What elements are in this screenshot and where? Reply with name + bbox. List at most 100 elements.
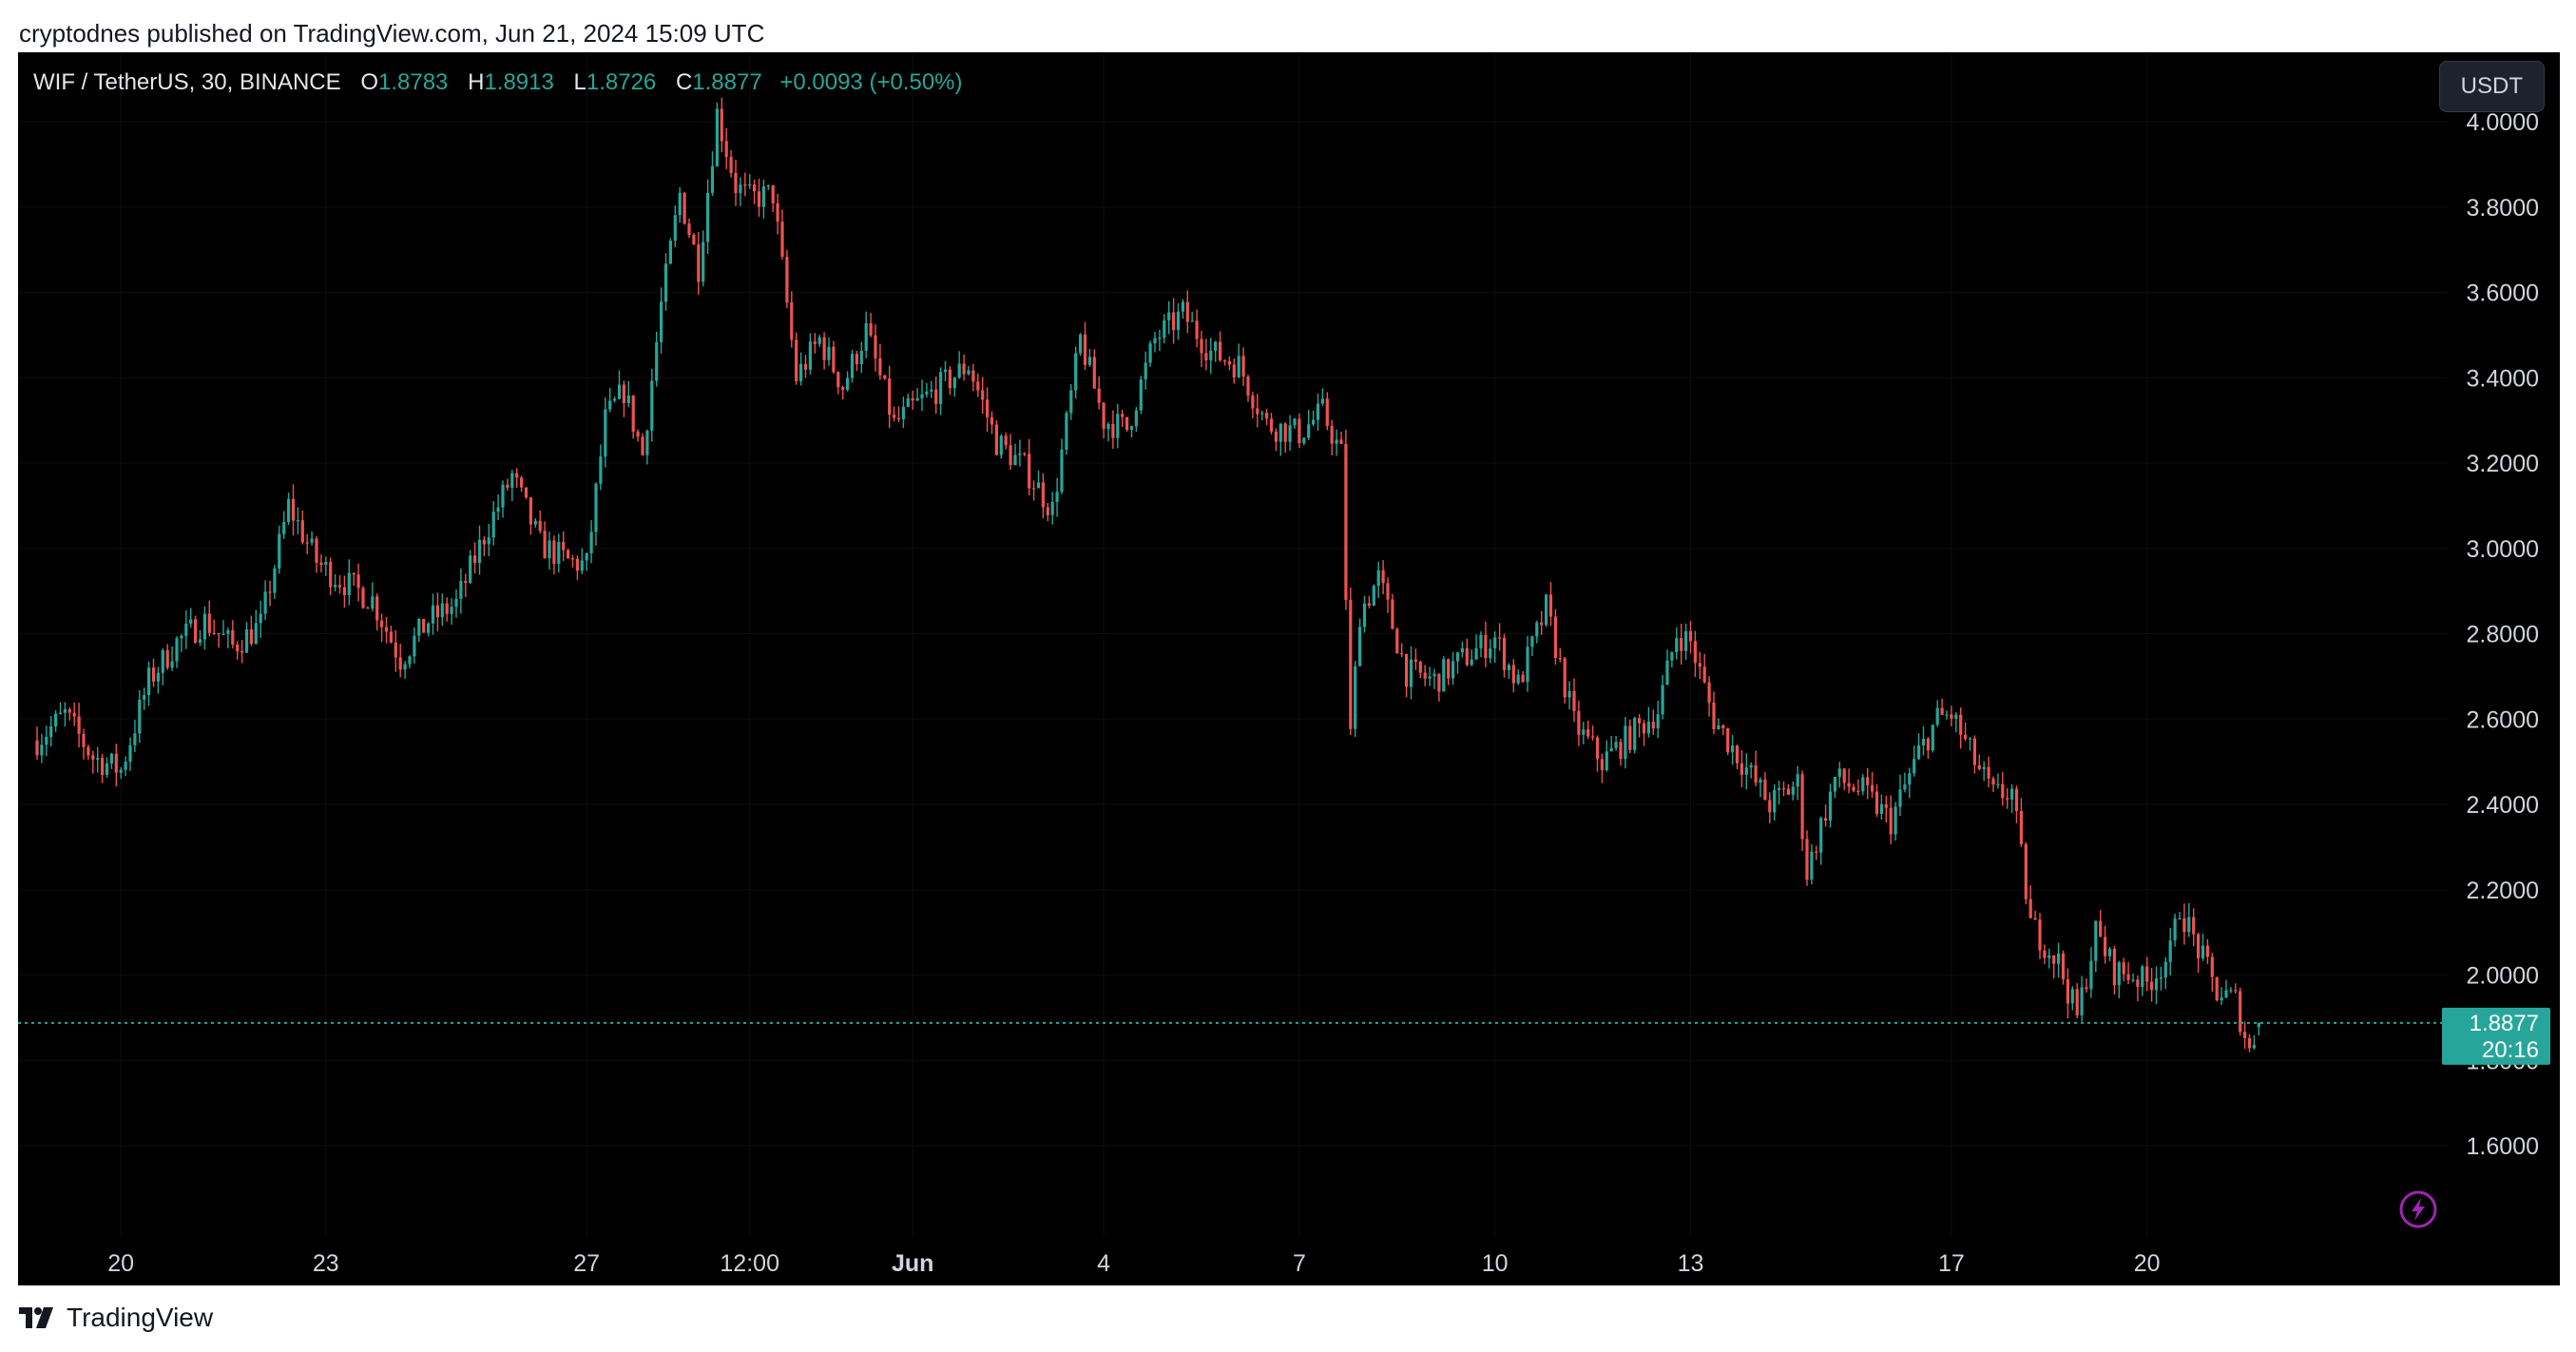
candle-body bbox=[315, 538, 318, 563]
candle bbox=[305, 533, 309, 554]
candle-body bbox=[2047, 955, 2051, 958]
candle bbox=[1455, 651, 1460, 674]
candle-body bbox=[1055, 492, 1059, 502]
candle-body bbox=[1251, 396, 1255, 409]
candle bbox=[1595, 735, 1600, 772]
candle bbox=[1609, 736, 1613, 752]
candle-body bbox=[184, 623, 188, 636]
candle-body bbox=[133, 733, 137, 745]
price-tick-label: 3.4000 bbox=[2467, 365, 2539, 392]
candle-body bbox=[1810, 851, 1814, 880]
candle bbox=[287, 493, 291, 526]
candle bbox=[1069, 383, 1073, 420]
candle-body bbox=[1526, 647, 1529, 683]
candle bbox=[403, 661, 407, 679]
candle-body bbox=[548, 540, 551, 559]
symbol-legend[interactable]: WIF / TetherUS, 30, BINANCE O1.8783 H1.8… bbox=[33, 69, 963, 96]
candle-body bbox=[1437, 673, 1441, 692]
candle bbox=[445, 597, 449, 622]
candle-body bbox=[1400, 653, 1404, 655]
candle-body bbox=[915, 397, 919, 401]
candle-body bbox=[706, 192, 710, 242]
candle-body bbox=[967, 370, 971, 375]
candle bbox=[1931, 724, 1934, 753]
alert-lightning-icon[interactable] bbox=[2399, 1190, 2437, 1228]
candle-body bbox=[702, 241, 705, 282]
candle bbox=[795, 332, 798, 385]
candle bbox=[138, 689, 142, 744]
candle bbox=[2187, 902, 2191, 937]
candle bbox=[1917, 733, 1921, 761]
candle bbox=[119, 767, 123, 780]
candle-body bbox=[1455, 652, 1460, 662]
candle bbox=[1828, 783, 1833, 828]
candlestick-chart[interactable]: 4.0000 3.8000 3.6000 3.4000 3.2000 3.0000 2.80… bbox=[18, 52, 2560, 1285]
candle bbox=[1376, 561, 1380, 598]
price-tick-label: 4.0000 bbox=[2467, 109, 2539, 136]
candle-body bbox=[1493, 637, 1497, 648]
candle bbox=[96, 746, 100, 773]
candle bbox=[1889, 795, 1893, 844]
candle-body bbox=[1312, 419, 1316, 425]
candle-body bbox=[431, 605, 435, 624]
candle bbox=[389, 625, 393, 644]
candle bbox=[529, 496, 532, 535]
candle-body bbox=[1172, 312, 1176, 331]
candle-body bbox=[1190, 320, 1194, 322]
candle-body bbox=[1959, 714, 1963, 735]
candle bbox=[832, 340, 836, 375]
candle-body bbox=[1879, 803, 1883, 814]
candle-body bbox=[1731, 745, 1735, 753]
candle bbox=[244, 622, 249, 654]
candle bbox=[49, 716, 53, 747]
candle bbox=[663, 253, 668, 311]
candle-body bbox=[2159, 977, 2163, 979]
candle bbox=[413, 627, 416, 664]
symbol-name[interactable]: WIF / TetherUS, 30, BINANCE bbox=[33, 69, 341, 95]
candle bbox=[2229, 987, 2233, 994]
candle bbox=[771, 184, 775, 212]
price-axis[interactable]: 4.0000 3.8000 3.6000 3.4000 3.2000 3.0000 2.80… bbox=[2467, 109, 2539, 1160]
candle bbox=[626, 380, 630, 408]
currency-button[interactable]: USDT bbox=[2438, 61, 2545, 112]
time-axis[interactable]: 20 23 27 12:00 Jun 4 7 10 13 17 20 bbox=[107, 1250, 2160, 1277]
candle-body bbox=[1871, 784, 1874, 792]
candle-body bbox=[156, 672, 160, 682]
candle-body bbox=[1950, 714, 1953, 719]
candle-body bbox=[1386, 583, 1390, 600]
last-price-value: 1.8877 bbox=[2470, 1011, 2539, 1036]
candle-body bbox=[1586, 729, 1590, 737]
candle-body bbox=[1553, 616, 1557, 659]
candle-body bbox=[58, 712, 63, 714]
candle bbox=[702, 230, 705, 287]
candle bbox=[1856, 779, 1860, 796]
candle-body bbox=[1842, 768, 1846, 783]
candle bbox=[1447, 658, 1451, 686]
chart-area[interactable]: 4.0000 3.8000 3.6000 3.4000 3.2000 3.0000 2.80… bbox=[18, 52, 2560, 1285]
candle-body bbox=[128, 744, 132, 763]
candle-body bbox=[1749, 765, 1753, 768]
candle-body bbox=[491, 512, 495, 538]
candle-body bbox=[1316, 403, 1320, 420]
candle-body bbox=[2243, 1032, 2247, 1038]
candle-body bbox=[389, 631, 393, 643]
candle-body bbox=[1558, 658, 1562, 660]
candle bbox=[371, 582, 375, 611]
candle bbox=[1079, 333, 1083, 357]
candle bbox=[435, 592, 439, 632]
tradingview-logo[interactable]: TradingView bbox=[19, 1303, 213, 1333]
price-tick-label: 3.8000 bbox=[2467, 195, 2539, 222]
candle bbox=[2192, 908, 2196, 947]
candle-body bbox=[930, 389, 933, 392]
candle bbox=[1935, 700, 1939, 727]
candle bbox=[1391, 593, 1394, 629]
candle-body bbox=[496, 507, 500, 512]
candle-body bbox=[2061, 953, 2066, 979]
candle-body bbox=[790, 302, 794, 340]
candle bbox=[1144, 351, 1147, 390]
candle-body bbox=[1591, 736, 1595, 738]
candle bbox=[1316, 393, 1320, 431]
candle-body bbox=[795, 339, 798, 381]
candle bbox=[1074, 346, 1078, 399]
candle bbox=[1320, 388, 1324, 406]
